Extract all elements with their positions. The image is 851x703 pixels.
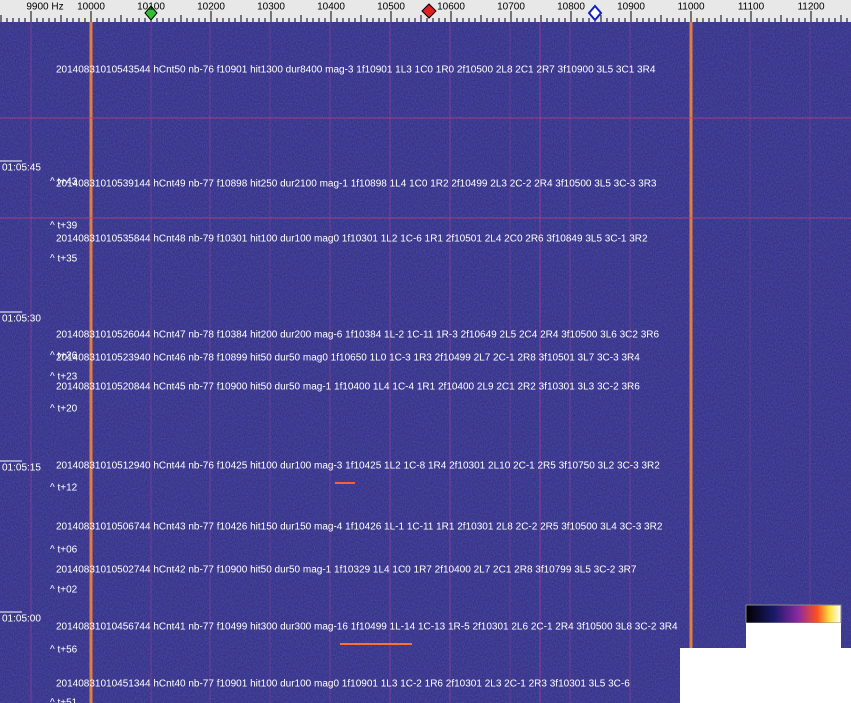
detection-line: 20140831010520844 hCnt45 nb-77 f10900 hi…: [56, 382, 640, 393]
freq-label: 10000: [77, 2, 105, 13]
freq-label: 10200: [197, 2, 225, 13]
freq-label: 9900 Hz: [26, 2, 63, 13]
freq-label: 10500: [377, 2, 405, 13]
noise: [0, 22, 851, 703]
info-box: [680, 648, 851, 703]
freq-label: 10100: [137, 2, 165, 13]
freq-label: 11000: [677, 2, 705, 13]
marker-red: [421, 3, 437, 19]
freq-label: 10700: [497, 2, 525, 13]
freq-label: 10300: [257, 2, 285, 13]
marker-blue: [587, 4, 603, 22]
time-offset: ^ t+12: [50, 483, 78, 494]
time-label: 01:05:15: [2, 463, 41, 474]
time-label: 01:05:00: [2, 614, 41, 625]
time-offset: ^ t+26: [50, 351, 78, 362]
time-offset: ^ t+20: [50, 404, 78, 415]
colorbar: [745, 604, 842, 624]
time-offset: ^ t+23: [50, 372, 78, 383]
freq-label: 10900: [617, 2, 645, 13]
freq-label: 10600: [437, 2, 465, 13]
detection-line: 20140831010543544 hCnt50 nb-76 f10901 hi…: [56, 65, 656, 76]
time-label: 01:05:45: [2, 163, 41, 174]
time-offset: ^ t+51: [50, 698, 78, 703]
freq-label: 11100: [738, 2, 765, 13]
time-offset: ^ t+43: [50, 177, 78, 188]
detection-line: 20140831010512940 hCnt44 nb-76 f10425 hi…: [56, 461, 660, 472]
freq-label: 11200: [797, 2, 825, 13]
detection-line: 20140831010456744 hCnt41 nb-77 f10499 hi…: [56, 622, 678, 633]
freq-label: 10400: [317, 2, 345, 13]
detection-line: 20140831010535844 hCnt48 nb-79 f10301 hi…: [56, 234, 648, 245]
time-offset: ^ t+06: [50, 545, 78, 556]
detection-line: 20140831010451344 hCnt40 nb-77 f10901 hi…: [56, 679, 630, 690]
detection-line: 20140831010539144 hCnt49 nb-77 f10898 hi…: [56, 179, 657, 190]
time-label: 01:05:30: [2, 314, 41, 325]
detection-line: 20140831010502744 hCnt42 nb-77 f10900 hi…: [56, 565, 637, 576]
freq-label: 10800: [557, 2, 585, 13]
time-offset: ^ t+56: [50, 645, 78, 656]
marker-green: [144, 5, 158, 21]
detection-line: 20140831010526044 hCnt47 nb-78 f10384 hi…: [56, 330, 660, 341]
detection-line: 20140831010506744 hCnt43 nb-77 f10426 hi…: [56, 522, 663, 533]
time-offset: ^ t+02: [50, 585, 78, 596]
time-offset: ^ t+35: [50, 254, 78, 265]
detection-line: 20140831010523940 hCnt46 nb-78 f10899 hi…: [56, 353, 640, 364]
colorbar-axis: [746, 623, 841, 648]
time-offset: ^ t+39: [50, 221, 78, 232]
